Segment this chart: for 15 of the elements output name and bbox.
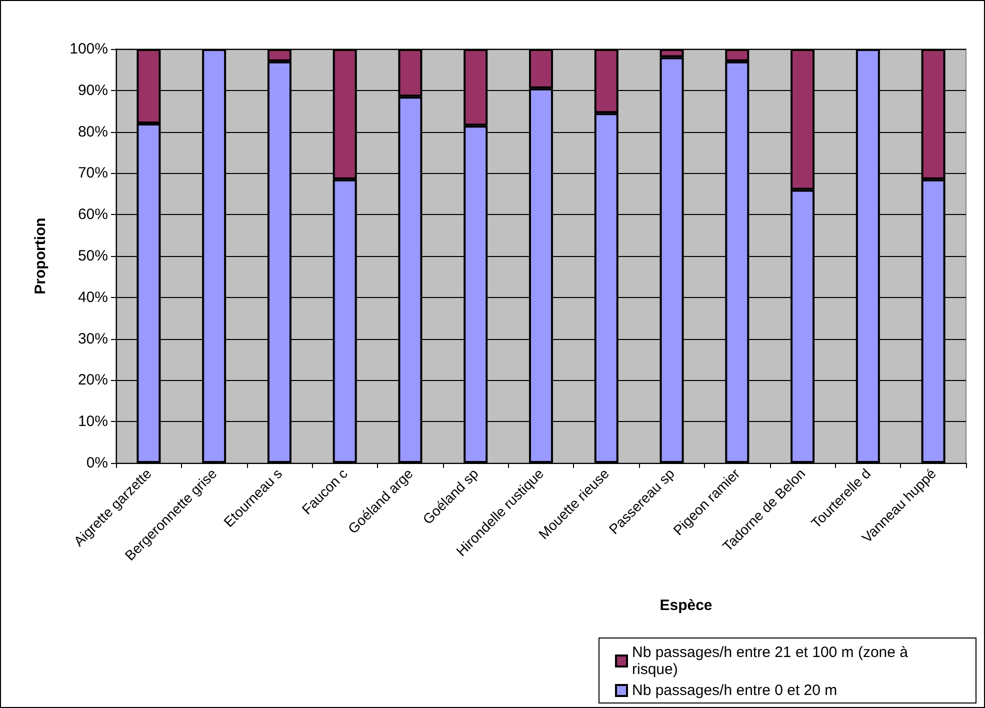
y-axis-title: Proportion — [32, 218, 49, 294]
y-tick-label: 70% — [78, 164, 108, 182]
y-tick-label: 60% — [78, 206, 108, 224]
y-tick-label: 10% — [78, 413, 108, 430]
legend-label: Nb passages/h entre 21 et 100 m (zone à risque) — [632, 644, 912, 678]
y-tick-label: 40% — [78, 288, 108, 306]
y-tick-label: 90% — [78, 82, 108, 99]
legend-label: Nb passages/h entre 0 et 20 m — [632, 682, 838, 699]
y-tick-label: 50% — [78, 248, 108, 264]
y-tick-label: 20% — [78, 372, 108, 389]
y-tick-label: 0% — [86, 454, 108, 472]
y-tick-label: 100% — [70, 40, 108, 58]
y-tick-label: 30% — [78, 330, 108, 348]
y-tick-label: 80% — [78, 123, 108, 140]
x-axis-title: Espèce — [660, 597, 712, 614]
